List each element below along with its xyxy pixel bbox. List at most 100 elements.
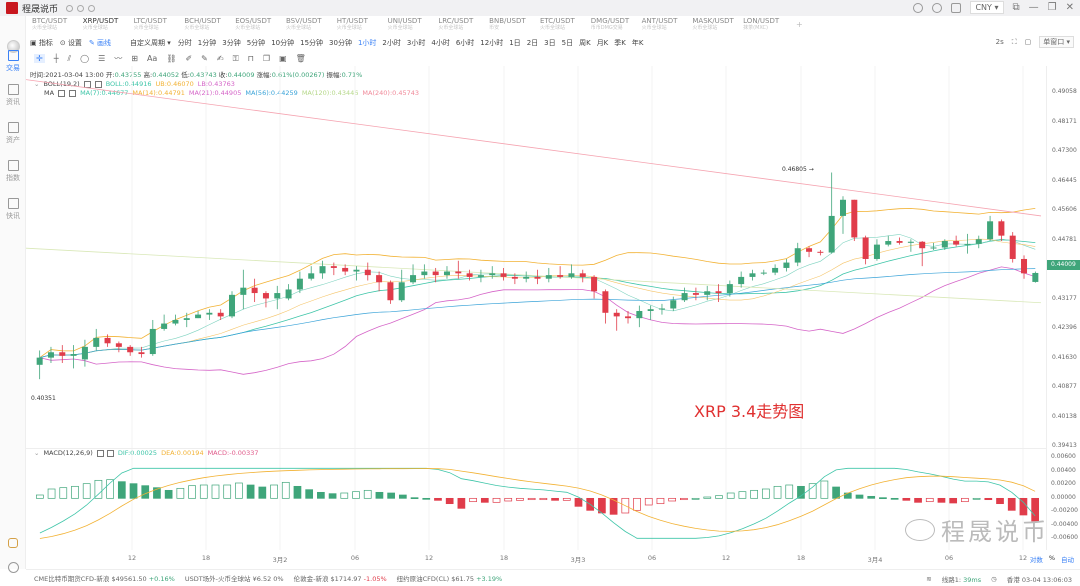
snapshot-icon[interactable]: ▣ <box>279 54 287 63</box>
ma-close-icon[interactable] <box>69 89 77 97</box>
indicator-button[interactable]: ▣ 指标 <box>30 38 53 47</box>
period-2日[interactable]: 2日 <box>526 38 539 47</box>
measure-icon[interactable]: ⊞ <box>131 54 138 63</box>
period-月K[interactable]: 月K <box>596 38 609 47</box>
add-icon[interactable] <box>66 4 74 12</box>
bulb-icon[interactable] <box>913 2 924 13</box>
tab-mask-usdt[interactable]: MASK/USDT 火币全球站 <box>686 16 737 31</box>
sidebar-item-news[interactable]: 资讯 <box>3 84 23 107</box>
collapse-icon[interactable]: ⌄ <box>34 449 40 457</box>
globe-icon[interactable] <box>7 40 20 53</box>
period-季K[interactable]: 季K <box>614 38 626 47</box>
period-3分钟[interactable]: 3分钟 <box>222 38 241 47</box>
macd-close-icon[interactable] <box>106 449 114 457</box>
period-年K[interactable]: 年K <box>631 38 644 47</box>
macd-chart[interactable] <box>26 448 1046 550</box>
collapse-icon[interactable]: ⌄ <box>34 80 40 88</box>
copy-icon[interactable]: ❐ <box>262 54 271 63</box>
text-icon[interactable]: Aa <box>146 54 158 63</box>
sidebar-item-assets[interactable]: 资产 <box>3 122 23 145</box>
boll-close-icon[interactable] <box>94 80 102 88</box>
tab-btc-usdt[interactable]: BTC/USDT 火币全球站 <box>26 16 77 31</box>
ma-settings-icon[interactable] <box>58 89 66 97</box>
tab-bch-usdt[interactable]: BCH/USDT 火币全球站 <box>178 16 229 31</box>
horizontal-line-icon[interactable]: ┼ <box>53 54 59 63</box>
period-15分钟[interactable]: 15分钟 <box>300 38 324 47</box>
tab-lon-usdt[interactable]: LON/USDT 抹茶(MXC) <box>737 16 788 31</box>
pen-icon[interactable]: ✎ <box>201 54 208 63</box>
tab-xrp-usdt[interactable]: XRP/USDT 火币全球站 <box>77 16 128 31</box>
delete-icon[interactable]: 🗑 <box>295 54 306 63</box>
period-1日[interactable]: 1日 <box>509 38 521 47</box>
window-mode-select[interactable]: 单窗口 ▾ <box>1039 36 1074 48</box>
forward-icon[interactable] <box>88 4 96 12</box>
period-5日[interactable]: 5日 <box>561 38 574 47</box>
fib-icon[interactable]: ⛓ <box>166 54 177 63</box>
log-scale-button[interactable]: 对数 <box>1029 556 1043 564</box>
tab-etc-usdt[interactable]: ETC/USDT 火币全球站 <box>534 16 585 31</box>
fullscreen-icon[interactable]: ⛶ <box>1011 37 1017 46</box>
vip-icon[interactable] <box>8 538 18 548</box>
period-4小时[interactable]: 4小时 <box>431 38 450 47</box>
draw-button[interactable]: ✎ 画线 <box>88 38 112 47</box>
period-5分钟[interactable]: 5分钟 <box>246 38 266 47</box>
trend-line-icon[interactable]: ⫽ <box>67 53 72 63</box>
ruler-icon[interactable]: ✍ <box>216 54 224 63</box>
crosshair-icon[interactable]: ✛ <box>34 54 45 63</box>
period-6小时[interactable]: 6小时 <box>455 38 475 47</box>
custom-period-select[interactable]: 自定义周期 ▾ <box>130 38 171 47</box>
tab-uni-usdt[interactable]: UNI/USDT 火币全球站 <box>382 16 433 31</box>
price-axis[interactable]: 0.44009 0.49058 0.48171 0.47300 0.46445 0.45… <box>1046 66 1080 550</box>
line-status[interactable]: 线路1: 39ms <box>942 574 981 584</box>
lock-icon[interactable]: ⚿ <box>232 53 239 63</box>
ticker-item[interactable]: 纽约原油CFD(CL) $61.75 +3.19% <box>397 573 503 583</box>
restore-button[interactable]: ❐ <box>1047 2 1057 13</box>
sidebar-item-trade[interactable]: 交易 <box>3 50 23 73</box>
period-3小时[interactable]: 3小时 <box>406 38 426 47</box>
ticker-item[interactable]: USDT场外-火币全球站 ¥6.52 0% <box>185 573 284 583</box>
refresh-icon[interactable] <box>77 4 85 12</box>
period-12小时[interactable]: 12小时 <box>480 38 504 47</box>
add-tab-button[interactable]: + <box>795 20 803 29</box>
magnet-icon[interactable]: ⊓ <box>247 54 254 63</box>
tab-ant-usdt[interactable]: ANT/USDT 火币全球站 <box>636 16 687 31</box>
close-button[interactable]: ✕ <box>1065 2 1074 13</box>
parallel-icon[interactable]: ☰ <box>98 54 106 63</box>
wave-icon[interactable]: 〰 <box>114 54 123 63</box>
circle-icon[interactable]: ◯ <box>80 54 90 63</box>
ticker-item[interactable]: CME比特币期货CFD-新浪 $49561.50 +0.16% <box>34 573 175 583</box>
percent-scale-button[interactable]: % <box>1048 554 1055 562</box>
tab-eos-usdt[interactable]: EOS/USDT 火币全球站 <box>229 16 280 31</box>
ticker-item[interactable]: 伦敦金-新浪 $1714.97 -1.05% <box>294 573 387 583</box>
tab-lrc-usdt[interactable]: LRC/USDT 火币全球站 <box>432 16 483 31</box>
macd-settings-icon[interactable] <box>96 449 104 457</box>
shirt-icon[interactable] <box>951 2 962 13</box>
brush-icon[interactable]: ✐ <box>185 54 193 63</box>
period-1分钟[interactable]: 1分钟 <box>197 38 217 47</box>
auto-scale-button[interactable]: 自动 <box>1061 556 1074 564</box>
period-3日[interactable]: 3日 <box>544 38 556 47</box>
period-2小时[interactable]: 2小时 <box>382 38 401 47</box>
tab-bnb-usdt[interactable]: BNB/USDT 币安 <box>483 16 534 31</box>
period-周K[interactable]: 周K <box>579 38 591 47</box>
popout-icon[interactable]: ⧉ <box>1012 2 1020 13</box>
tab-dmg-usdt[interactable]: DMG/USDT 币币DMG交易 <box>585 16 636 31</box>
boll-settings-icon[interactable] <box>83 80 91 88</box>
settings-gear-icon[interactable] <box>8 562 19 573</box>
chat-icon[interactable] <box>932 2 943 13</box>
tab-ltc-usdt[interactable]: LTC/USDT 火币全球站 <box>128 16 179 31</box>
tab-ht-usdt[interactable]: HT/USDT 火币全球站 <box>331 16 382 31</box>
screenshot-icon[interactable]: ▢ <box>1024 38 1032 46</box>
currency-select[interactable]: CNY ▾ <box>970 1 1004 14</box>
tab-bsv-usdt[interactable]: BSV/USDT 火币全球站 <box>280 16 331 31</box>
period-分时[interactable]: 分时 <box>177 38 192 47</box>
sidebar-item-flash[interactable]: 快讯 <box>3 198 23 221</box>
sidebar-item-index[interactable]: 指数 <box>3 160 23 183</box>
minimize-button[interactable]: — <box>1028 2 1039 13</box>
period-30分钟[interactable]: 30分钟 <box>329 38 352 47</box>
period-10分钟[interactable]: 10分钟 <box>271 38 295 47</box>
refresh-interval[interactable]: 2s <box>995 38 1004 46</box>
candlestick-chart[interactable] <box>26 66 1046 448</box>
settings-button[interactable]: ⊙ 设置 <box>59 38 82 47</box>
period-1小时[interactable]: 1小时 <box>357 38 377 47</box>
